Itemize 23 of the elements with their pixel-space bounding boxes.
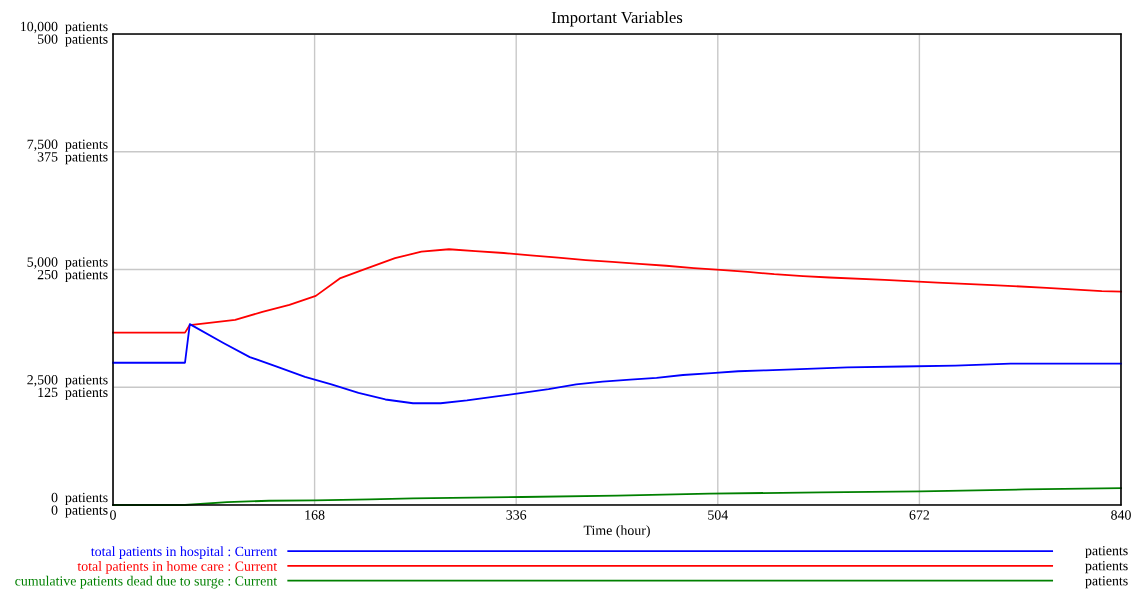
- text: total patients in home care : Current: [77, 561, 278, 574]
- y2-tick-label: 375 patients: [37, 152, 108, 165]
- text: patients: [1085, 576, 1128, 589]
- x-tick-label: 168: [305, 510, 325, 520]
- x-axis-title: Time (hour): [583, 525, 650, 538]
- x-tick-label: 504: [708, 510, 728, 520]
- text: patients: [1085, 561, 1128, 574]
- x-tick-label: 336: [506, 510, 527, 520]
- y2-tick-label: 250 patients: [37, 269, 108, 283]
- y-tick-label: 0 patients: [51, 492, 108, 505]
- y-tick-label: 10,000 patients: [21, 21, 108, 34]
- text: total patients in hospital : Current: [90, 546, 278, 559]
- y-tick-label: 5,000 patients: [27, 257, 108, 270]
- x-tick-label: 840: [1111, 510, 1131, 520]
- chart-title: Important Variables: [551, 11, 683, 27]
- text: patients: [1085, 545, 1128, 559]
- text: cumulative patients dead due to surge : Current: [15, 575, 278, 589]
- y-tick-label: 2,500 patients: [27, 375, 108, 388]
- x-tick-label: 672: [909, 510, 930, 520]
- y2-tick-label: 500 patients: [37, 34, 108, 47]
- x-tick-label: 0: [110, 510, 116, 520]
- y-tick-label: 7,500 patients: [27, 139, 108, 152]
- y2-tick-label: 125 patients: [38, 387, 108, 400]
